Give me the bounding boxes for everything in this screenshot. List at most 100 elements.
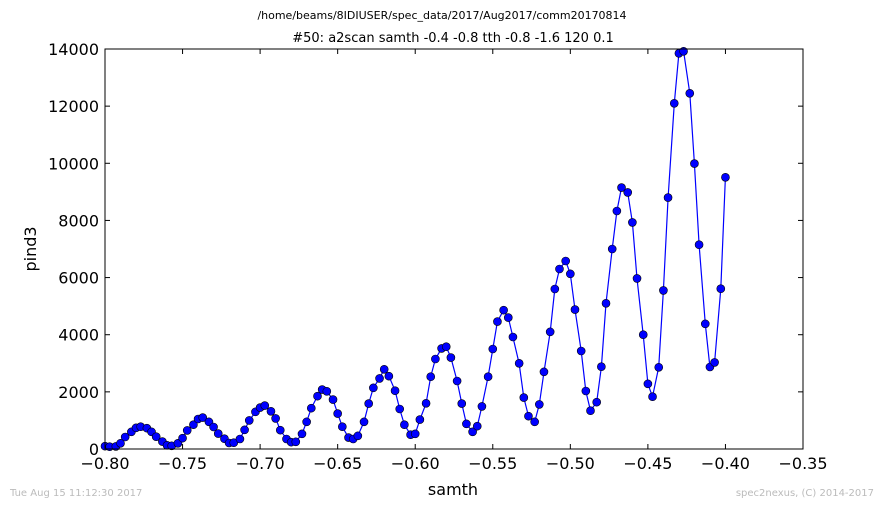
data-point — [690, 159, 699, 168]
y-tick-label: 0 — [89, 440, 99, 459]
data-point — [369, 383, 378, 393]
data-point — [240, 425, 249, 435]
data-point — [410, 429, 420, 439]
data-point — [441, 342, 451, 352]
data-point — [654, 362, 664, 372]
y-tick-label: 12000 — [48, 97, 99, 116]
data-point — [229, 438, 239, 448]
data-point — [260, 401, 270, 410]
data-point — [477, 402, 487, 411]
footer-timestamp: Tue Aug 15 11:12:30 2017 — [10, 488, 143, 499]
data-point — [235, 434, 245, 444]
data-point — [400, 420, 409, 430]
data-point — [291, 437, 301, 447]
data-point — [395, 404, 405, 414]
data-point — [524, 411, 533, 421]
data-point — [431, 354, 440, 364]
data-point — [415, 415, 425, 424]
data-point — [488, 344, 498, 354]
data-point — [570, 305, 580, 314]
data-point — [322, 386, 332, 396]
data-point — [694, 240, 704, 250]
data-point — [576, 346, 586, 356]
path-title: /home/beams/8IDIUSER/spec_data/2017/Aug2… — [257, 9, 626, 22]
data-point — [151, 432, 161, 442]
data-point — [379, 364, 389, 374]
y-tick-label: 14000 — [48, 40, 99, 59]
data-point — [679, 46, 688, 56]
data-point — [721, 172, 730, 182]
chart-title: #50: a2scan samth -0.4 -0.8 tth -0.8 -1.… — [292, 31, 614, 46]
data-point — [462, 419, 471, 429]
footer-credit: spec2nexus, (C) 2014-2017 — [735, 488, 874, 499]
data-point — [209, 422, 218, 432]
x-axis-label: samth — [428, 480, 478, 499]
data-point — [659, 286, 668, 295]
data-point — [535, 400, 544, 409]
data-point — [421, 398, 431, 408]
data-point — [508, 332, 518, 342]
series-line — [104, 50, 726, 448]
y-tick-label: 10000 — [48, 154, 99, 173]
data-point — [648, 392, 657, 402]
data-point — [297, 429, 307, 439]
x-tick-label: −0.75 — [158, 454, 207, 473]
data-point — [198, 413, 208, 422]
data-point — [390, 386, 400, 396]
data-point — [539, 367, 549, 377]
y-tick-label: 6000 — [58, 269, 99, 288]
data-point — [638, 330, 648, 340]
data-point — [669, 98, 679, 108]
x-tick-label: −0.80 — [80, 454, 129, 473]
data-point — [628, 218, 637, 227]
data-point — [353, 431, 363, 441]
x-tick-label: −0.70 — [236, 454, 285, 473]
data-point — [364, 399, 373, 408]
data-point — [359, 417, 369, 427]
x-tick-label: −0.65 — [313, 454, 362, 473]
data-point — [313, 391, 322, 401]
x-tick-label: −0.60 — [391, 454, 440, 473]
data-point — [384, 371, 394, 381]
y-tick-label: 8000 — [58, 211, 99, 230]
data-point — [446, 353, 456, 362]
data-point — [592, 397, 602, 407]
data-point — [700, 319, 710, 329]
data-point — [566, 269, 575, 279]
data-point — [493, 317, 502, 326]
data-point — [452, 376, 462, 386]
x-tick-label: −0.40 — [701, 454, 750, 473]
data-point — [468, 427, 477, 437]
data-point — [555, 264, 564, 274]
data-point — [685, 88, 695, 98]
data-point — [530, 417, 539, 427]
data-point — [514, 358, 524, 368]
data-point — [597, 362, 606, 372]
y-tick-label: 2000 — [58, 383, 99, 402]
data-point — [328, 395, 338, 404]
data-point — [503, 313, 513, 322]
data-point — [561, 256, 570, 266]
data-point — [607, 244, 617, 254]
data-point — [663, 193, 673, 202]
data-point — [266, 406, 276, 416]
data-point — [716, 284, 726, 294]
data-point — [213, 429, 223, 438]
data-point — [519, 393, 529, 402]
data-point — [483, 372, 493, 382]
x-tick-label: −0.50 — [546, 454, 595, 473]
data-point — [182, 426, 192, 435]
data-point — [120, 432, 130, 442]
data-point — [632, 274, 642, 283]
data-point — [472, 421, 482, 431]
data-point — [617, 183, 626, 192]
data-point — [333, 409, 342, 418]
data-point — [116, 438, 125, 448]
data-point — [306, 403, 316, 413]
data-point — [643, 379, 653, 389]
plot-frame — [104, 48, 804, 450]
y-axis-label: pind3 — [21, 226, 40, 271]
data-point — [189, 420, 198, 430]
